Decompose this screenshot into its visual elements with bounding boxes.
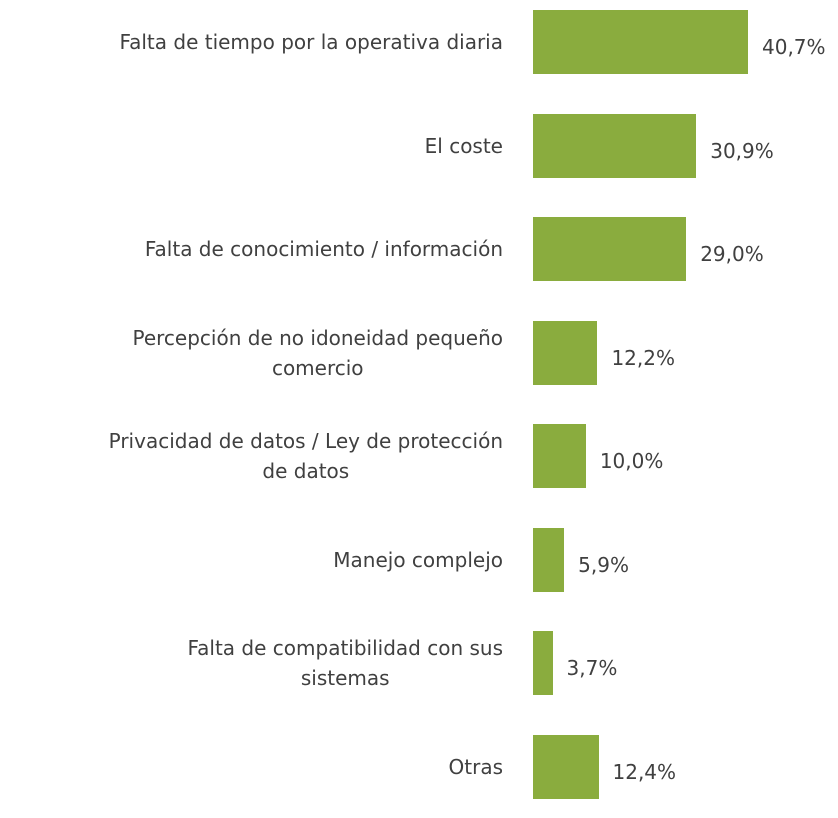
value-label: 10,0% bbox=[599, 449, 664, 473]
bar bbox=[533, 527, 565, 592]
category-label: Falta de tiempo por la operativa diaria bbox=[119, 30, 503, 54]
category-label: El coste bbox=[424, 133, 503, 158]
category-label-box: Otras bbox=[3, 715, 503, 818]
bar bbox=[533, 113, 697, 178]
value-label: 12,2% bbox=[611, 345, 675, 370]
category-label-box: Manejo complejo bbox=[3, 508, 503, 611]
category-label: Percepción de no idoneidad pequeño comer… bbox=[132, 325, 504, 380]
bar bbox=[533, 734, 599, 799]
category-label-box: El coste bbox=[3, 94, 503, 197]
value-label: 5,9% bbox=[578, 552, 629, 577]
value-label: 29,0% bbox=[700, 242, 764, 266]
value-label: 3,7% bbox=[566, 656, 618, 680]
category-label-box: Falta de compatibilidad con sus sistemas bbox=[3, 612, 503, 715]
category-label-box: Falta de conocimiento / información bbox=[3, 198, 503, 301]
category-label-box: Percepción de no idoneidad pequeño comer… bbox=[3, 301, 504, 404]
page: Falta de tiempo por la operativa diaria 4… bbox=[3, 0, 826, 799]
category-label-box: Privacidad de datos / Ley de protección … bbox=[3, 405, 503, 508]
bar bbox=[533, 424, 586, 488]
category-label: Falta de compatibilidad con sus sistemas bbox=[187, 636, 503, 690]
bar bbox=[533, 217, 687, 281]
category-label: Manejo complejo bbox=[333, 547, 503, 572]
value-label: 12,4% bbox=[612, 759, 677, 784]
category-label: Privacidad de datos / Ley de protección … bbox=[108, 429, 503, 483]
category-label: Falta de conocimiento / información bbox=[144, 237, 503, 261]
value-label: 40,7% bbox=[762, 35, 826, 59]
category-label: Otras bbox=[448, 754, 503, 779]
bar bbox=[533, 631, 553, 695]
bar bbox=[533, 320, 598, 385]
value-label: 30,9% bbox=[710, 138, 774, 163]
category-label-box: Falta de tiempo por la operativa diaria bbox=[3, 0, 503, 94]
bar bbox=[533, 10, 748, 74]
